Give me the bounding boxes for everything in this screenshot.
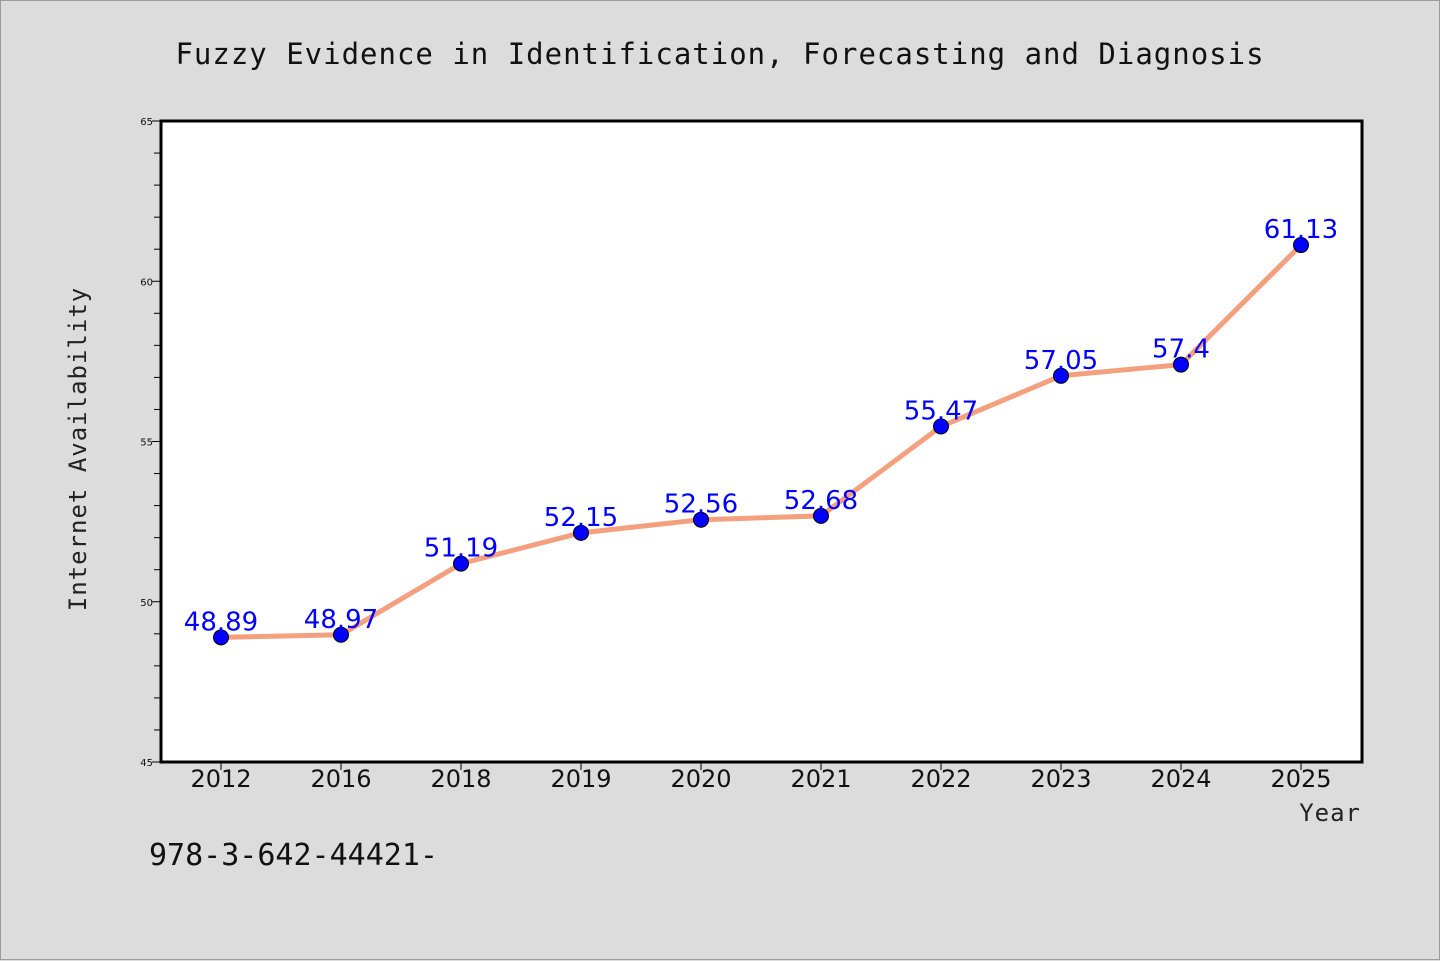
data-label: 51.19: [424, 534, 498, 564]
data-label: 48.89: [184, 607, 258, 637]
y-tick-label: 50: [140, 598, 153, 609]
data-label: 52.56: [664, 490, 738, 520]
x-axis-label: Year: [1299, 799, 1361, 827]
series-line: [218, 242, 1304, 640]
y-axis: 45 50 55 60 65: [140, 117, 161, 769]
x-tick-label: 2024: [1150, 765, 1211, 793]
data-point: [1173, 356, 1189, 373]
data-label: 52.15: [544, 503, 618, 533]
data-label: 55.47: [904, 396, 978, 426]
x-tick-label: 2019: [550, 765, 611, 793]
data-label: 57.05: [1024, 346, 1098, 376]
data-point: [453, 555, 469, 572]
chart-title: Fuzzy Evidence in Identification, Foreca…: [175, 37, 1264, 71]
y-tick-label: 65: [140, 117, 153, 128]
data-label: 48.97: [304, 605, 378, 635]
data-label: 52.68: [784, 486, 858, 516]
x-tick-label: 2016: [310, 765, 371, 793]
data-label: 57.4: [1152, 335, 1210, 365]
data-label: 61.13: [1264, 215, 1338, 245]
data-point: [1293, 237, 1309, 254]
x-axis: 2012 2016 2018 2019 2020 2021 2022 2023 2024 2025: [190, 762, 1332, 793]
data-point: [573, 524, 589, 541]
y-tick-label: 45: [140, 758, 153, 769]
x-tick-label: 2021: [790, 765, 851, 793]
x-tick-label: 2018: [430, 765, 491, 793]
series-layer: 48.89 48.97 51.19 52.15 52.56 52.68 55.47 57.05…: [184, 215, 1338, 646]
y-tick-label: 55: [140, 438, 153, 449]
x-tick-label: 2020: [670, 765, 731, 793]
data-point: [213, 629, 229, 646]
x-tick-label: 2025: [1270, 765, 1331, 793]
x-tick-label: 2012: [190, 765, 251, 793]
data-point: [813, 507, 829, 524]
footer-text: 978-3-642-44421-: [149, 838, 438, 873]
y-tick-label: 60: [140, 277, 153, 288]
x-tick-label: 2023: [1030, 765, 1091, 793]
y-axis-label: Internet Availability: [64, 287, 92, 611]
data-point: [1053, 367, 1069, 384]
data-point: [693, 511, 709, 528]
data-point: [333, 626, 349, 643]
x-tick-label: 2022: [910, 765, 971, 793]
data-point: [933, 418, 949, 435]
plot-area: [159, 119, 1364, 764]
